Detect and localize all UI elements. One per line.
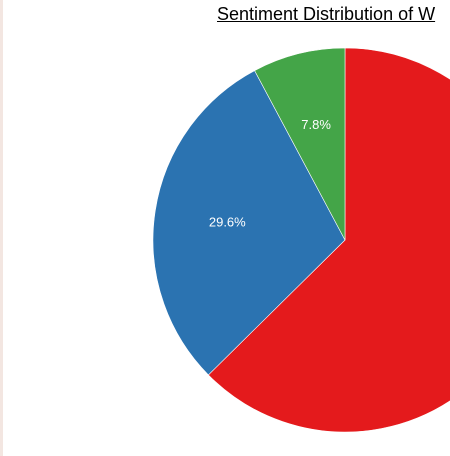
pie-slice-3-label: 7.8% xyxy=(301,117,331,132)
pie-slice-2 xyxy=(152,70,346,376)
pie-slice-3 xyxy=(254,47,346,241)
left-border xyxy=(0,0,3,456)
pie-slice-2-label: 29.6% xyxy=(209,215,246,230)
chart-title: Sentiment Distribution of W xyxy=(217,4,436,24)
